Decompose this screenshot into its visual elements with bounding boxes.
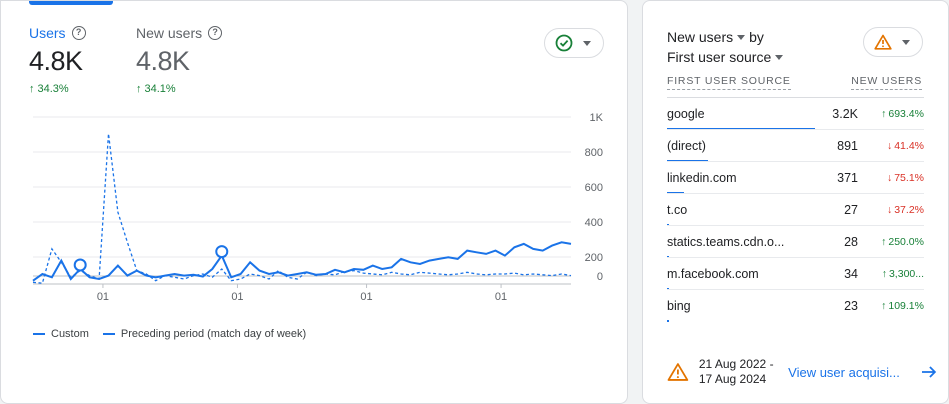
change-percent: ↑ 250.0% — [881, 236, 924, 248]
new-users-count: 23 — [844, 299, 858, 313]
change-percent-value: 250.0% — [888, 236, 924, 248]
arrow-down-icon: ↓ — [886, 172, 893, 184]
legend-custom-label: Custom — [51, 328, 89, 340]
change-percent-value: 693.4% — [888, 108, 924, 120]
legend-preceding: Preceding period (match day of week) — [102, 328, 307, 340]
y-tick-label: 800 — [585, 147, 603, 159]
table-row[interactable]: (direct) 891 ↓ 41.4% — [667, 129, 924, 162]
new-users-count: 3.2K — [832, 107, 858, 121]
metric-users[interactable]: Users? 4.8K ↑ 34.3% — [29, 25, 86, 95]
arrow-down-icon: ↓ — [886, 204, 893, 216]
arrow-up-icon: ↑ — [881, 300, 887, 312]
metric-selector[interactable]: New users — [667, 29, 734, 45]
share-bar — [667, 320, 669, 322]
source-name: t.co — [667, 203, 688, 217]
chevron-down-icon — [583, 40, 591, 46]
chevron-down-icon[interactable] — [737, 34, 746, 40]
warning-icon — [667, 363, 689, 381]
chart-legend: Custom Preceding period (match day of we… — [33, 328, 320, 340]
column-header-new-users[interactable]: NEW USERS — [851, 75, 922, 90]
arrow-down-icon: ↓ — [886, 140, 893, 152]
arrow-up-icon: ↑ — [136, 83, 142, 95]
warning-icon — [874, 34, 892, 50]
change-percent-value: 75.1% — [894, 172, 924, 184]
table-row[interactable]: google 3.2K ↑ 693.4% — [667, 97, 924, 130]
help-icon[interactable]: ? — [208, 26, 223, 40]
new-users-count: 27 — [844, 203, 858, 217]
table-row[interactable]: m.facebook.com 34 ↑ 3,300... — [667, 257, 924, 290]
new-users-count: 34 — [844, 267, 858, 281]
source-name: google — [667, 107, 705, 121]
table-row[interactable]: t.co 27 ↓ 37.2% — [667, 193, 924, 226]
change-percent-value: 37.2% — [894, 204, 924, 216]
arrow-up-icon: ↑ — [881, 108, 887, 120]
change-percent: ↑ 109.1% — [881, 300, 924, 312]
table-row[interactable]: bing 23 ↑ 109.1% — [667, 289, 924, 322]
dimension-selector[interactable]: First user source — [667, 49, 772, 65]
y-tick-label: 600 — [585, 182, 603, 194]
check-circle-icon — [555, 34, 573, 52]
x-tick-label: 01 — [495, 291, 507, 301]
metric-new-users-value: 4.8K — [136, 46, 190, 76]
arrow-up-icon: ↑ — [881, 236, 887, 248]
chevron-down-icon[interactable] — [775, 54, 784, 60]
metric-new-users-delta: 34.1% — [144, 83, 176, 95]
metric-users-label: Users — [29, 25, 66, 41]
change-percent: ↓ 75.1% — [887, 172, 924, 184]
card-footer: 21 Aug 2022 - 17 Aug 2024 View user acqu… — [667, 357, 937, 387]
metric-users-value: 4.8K — [29, 46, 83, 76]
source-name: statics.teams.cdn.o... — [667, 235, 785, 249]
column-header-source[interactable]: FIRST USER SOURCE — [667, 75, 791, 90]
title-by: by — [749, 29, 764, 45]
annotation-marker[interactable] — [215, 245, 229, 259]
table-row[interactable]: linkedin.com 371 ↓ 75.1% — [667, 161, 924, 194]
y-tick-label: 400 — [585, 217, 603, 229]
date-range: 21 Aug 2022 - 17 Aug 2024 — [698, 357, 774, 386]
y-tick-label: 1K — [590, 112, 604, 124]
legend-custom: Custom — [33, 328, 89, 340]
y-tick-label: 200 — [585, 252, 603, 264]
source-name: linkedin.com — [667, 171, 737, 185]
help-icon[interactable]: ? — [71, 26, 86, 40]
source-name: m.facebook.com — [667, 267, 759, 281]
metric-new-users[interactable]: New users? 4.8K ↑ 34.1% — [136, 25, 223, 95]
change-percent-value: 41.4% — [894, 140, 924, 152]
change-percent: ↓ 37.2% — [887, 204, 924, 216]
x-tick-label: 01 — [360, 291, 372, 301]
source-name: bing — [667, 299, 691, 313]
custom-series-line — [32, 241, 572, 282]
selected-tab-indicator — [29, 1, 113, 5]
source-name: (direct) — [667, 139, 706, 153]
new-users-by-source-card: New users by First user source FIRST USER… — [642, 0, 949, 404]
arrow-up-icon: ↑ — [881, 268, 887, 280]
change-percent: ↑ 3,300... — [882, 268, 924, 280]
arrow-up-icon: ↑ — [29, 83, 35, 95]
users-overview-card: Users? 4.8K ↑ 34.3% New users? 4.8K ↑ 34.1… — [0, 0, 628, 404]
preceding-series-line — [32, 133, 572, 284]
x-tick-label: 01 — [97, 291, 109, 301]
metric-users-delta: 34.3% — [37, 83, 69, 95]
table-row[interactable]: statics.teams.cdn.o... 28 ↑ 250.0% — [667, 225, 924, 258]
arrow-right-icon[interactable] — [921, 365, 937, 379]
insights-warning-button[interactable] — [863, 27, 923, 57]
card-title: New users by First user source — [667, 27, 784, 67]
view-user-acquisition-link[interactable]: View user acquisi... — [788, 364, 900, 380]
new-users-count: 28 — [844, 235, 858, 249]
change-percent-value: 109.1% — [888, 300, 924, 312]
metric-new-users-label: New users — [136, 25, 203, 41]
x-tick-label: 01 — [231, 291, 243, 301]
source-table: google 3.2K ↑ 693.4% (direct) 891 ↓ 41.4% linked… — [667, 97, 924, 322]
y-tick-label: 0 — [597, 271, 603, 283]
change-percent: ↑ 693.4% — [881, 108, 924, 120]
insights-status-button[interactable] — [544, 28, 604, 58]
change-percent: ↓ 41.4% — [887, 140, 924, 152]
chevron-down-icon — [902, 39, 910, 45]
new-users-count: 371 — [837, 171, 858, 185]
change-percent-value: 3,300... — [888, 268, 924, 280]
annotation-marker[interactable] — [73, 258, 87, 272]
legend-preceding-label: Preceding period (match day of week) — [120, 328, 307, 340]
new-users-count: 891 — [837, 139, 858, 153]
